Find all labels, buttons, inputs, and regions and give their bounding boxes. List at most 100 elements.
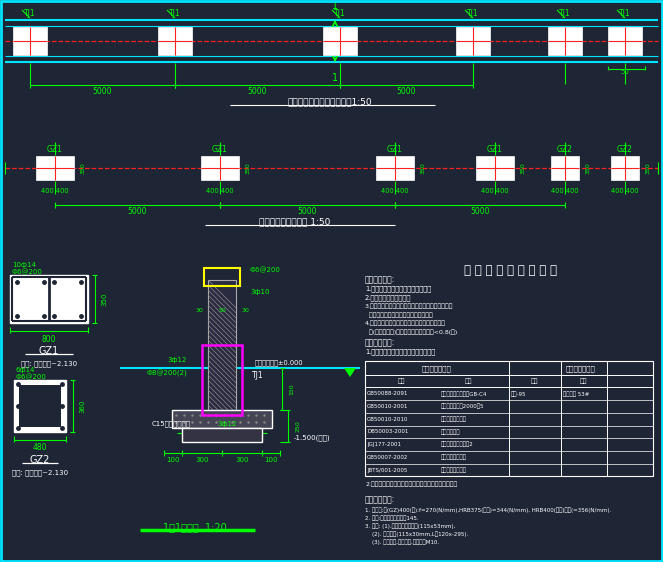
Text: 4.施工过程中应采取措施确保围墙及邻近建筑物: 4.施工过程中应采取措施确保围墙及邻近建筑物 [365,321,446,327]
Text: 安装地基基础设施: 安装地基基础设施 [441,455,467,460]
Text: 2.上述规范版本中如有新版本，应按新版本执行规定。: 2.上述规范版本中如有新版本，应按新版本执行规定。 [365,482,457,487]
Text: 360: 360 [79,399,85,413]
Text: GZ1: GZ1 [487,144,503,153]
Bar [365,361,653,477]
Text: 混 凝 土 结 构 设 计 说 明: 混 凝 土 结 构 设 计 说 明 [463,264,556,277]
Text: 3ф12: 3ф12 [217,421,237,427]
Text: 10ф14: 10ф14 [12,262,36,268]
Text: 150: 150 [290,383,294,395]
Text: 400 400: 400 400 [551,188,579,194]
Text: 300: 300 [235,457,249,463]
Text: GZ1: GZ1 [47,144,63,153]
Text: 350: 350 [101,292,107,306]
Text: 350: 350 [520,162,526,174]
Text: 名称: 名称 [465,379,473,384]
Text: 5000: 5000 [470,207,490,216]
Text: 30: 30 [195,309,203,314]
Text: 二、设计依据:: 二、设计依据: [365,338,395,347]
Text: 50: 50 [621,69,629,75]
Text: 400 400: 400 400 [381,188,409,194]
Text: 1.甲方提供的建筑施工图及设计要求。: 1.甲方提供的建筑施工图及设计要求。 [365,348,435,355]
Text: 400 400: 400 400 [41,188,69,194]
Text: TJ1: TJ1 [559,10,571,19]
Text: 安装地基基础建设: 安装地基基础建设 [441,468,467,473]
Text: (2). 外部砌块(115x30mm,L分120x-295).: (2). 外部砌块(115x30mm,L分120x-295). [365,532,468,537]
Text: 5000: 5000 [396,88,416,97]
Text: 钢筋混凝土结构2000年5: 钢筋混凝土结构2000年5 [441,404,485,409]
Text: C15素混凝土垫层: C15素混凝土垫层 [152,421,191,427]
Bar [208,280,236,410]
Text: 100: 100 [166,457,180,463]
Text: 围墙柱位平面布置图 1:50: 围墙柱位平面布置图 1:50 [259,217,331,226]
Text: 1.本工程为幼儿园围墙结构施工图。: 1.本工程为幼儿园围墙结构施工图。 [365,285,431,292]
Bar [323,27,357,55]
Text: Ф6@200: Ф6@200 [12,269,43,275]
Text: 室外地坪标高±0.000: 室外地坪标高±0.000 [255,360,304,366]
Text: GB50010-2001: GB50010-2001 [367,404,408,409]
Bar [551,156,579,180]
Text: 300: 300 [195,457,209,463]
Text: 800: 800 [42,334,56,343]
Bar [182,428,262,442]
Bar [611,156,639,180]
Text: 5000: 5000 [248,88,267,97]
Bar [158,27,192,55]
Text: 250: 250 [296,420,300,432]
Text: TJ1: TJ1 [252,370,264,379]
Text: Ф6@200: Ф6@200 [16,374,47,380]
Text: 30: 30 [241,309,249,314]
Text: 350: 350 [245,162,251,174]
Text: 执行: 执行 [580,379,587,384]
Text: TJ1: TJ1 [619,10,631,19]
Text: 一、工程概况:: 一、工程概况: [365,275,395,284]
Text: 400 400: 400 400 [206,188,234,194]
Text: GZ1: GZ1 [387,144,403,153]
Text: 标高: 基础顶面~2.130: 标高: 基础顶面~2.130 [12,470,68,477]
Bar [19,385,61,427]
Text: Ф8@200(2): Ф8@200(2) [147,369,187,377]
Text: 3. 砌体: (1).砌外内墙砌筑方式(115x53mm),: 3. 砌体: (1).砌外内墙砌筑方式(115x53mm), [365,523,455,529]
Bar [10,275,88,323]
Text: 1. 混凝土:柱(GZ)400(外):f=270(N/mm),HRB375(斜率)=344(N/mm), HRB400(纵横)括号(=356(N/mm).: 1. 混凝土:柱(GZ)400(外):f=270(N/mm),HRB375(斜率… [365,507,611,513]
Bar [456,27,490,55]
Text: 5000: 5000 [298,207,318,216]
Text: 400 400: 400 400 [611,188,639,194]
Text: 400 400: 400 400 [481,188,509,194]
Text: 100: 100 [265,457,278,463]
Text: 三、材料说明:: 三、材料说明: [365,496,395,505]
Text: -1.500(变化): -1.500(变化) [294,434,331,441]
Text: 6ф14: 6ф14 [16,367,35,373]
Text: TJ1: TJ1 [169,10,181,19]
Text: 现行-95: 现行-95 [511,391,526,397]
Bar [608,27,642,55]
Text: 建筑地基标准规范: 建筑地基标准规范 [441,416,467,422]
Bar [476,156,514,180]
Bar [201,156,239,180]
Text: 2.本工程采用砖混结构。: 2.本工程采用砖混结构。 [365,294,411,301]
Text: 标高: 基础顶面~2.130: 标高: 基础顶面~2.130 [21,361,77,368]
Text: GB50010-2010: GB50010-2010 [367,417,408,422]
Text: 480: 480 [32,443,47,452]
Text: 建筑地基规范: 建筑地基规范 [441,429,460,435]
Text: 各专业地基处理规范2: 各专业地基处理规范2 [441,442,473,447]
Text: 版本及执行情况: 版本及执行情况 [566,365,596,372]
Text: 350: 350 [585,162,591,174]
Text: 350: 350 [646,162,650,174]
Text: TJ1: TJ1 [467,10,479,19]
Text: 现行执行 53#: 现行执行 53# [563,391,589,397]
Text: 2. 钢筋:热轧钢筋标注强度145.: 2. 钢筋:热轧钢筋标注强度145. [365,515,418,521]
Text: 3.施工前须详细阅读建筑、结构及其他各专业图纸，: 3.施工前须详细阅读建筑、结构及其他各专业图纸， [365,303,453,309]
Text: GZ1: GZ1 [212,144,228,153]
Text: 350: 350 [420,162,426,174]
Text: 5000: 5000 [128,207,147,216]
Bar [376,156,414,180]
Text: GZ2: GZ2 [557,144,573,153]
Text: 1: 1 [332,1,338,11]
Text: 版本: 版本 [531,379,538,384]
Text: GZ2: GZ2 [617,144,633,153]
Bar [204,268,240,286]
Text: JGJ177-2001: JGJ177-2001 [367,442,401,447]
Text: JBTS/001-2005: JBTS/001-2005 [367,468,407,473]
Text: 3ф10: 3ф10 [250,289,269,295]
Text: 1: 1 [332,73,338,83]
